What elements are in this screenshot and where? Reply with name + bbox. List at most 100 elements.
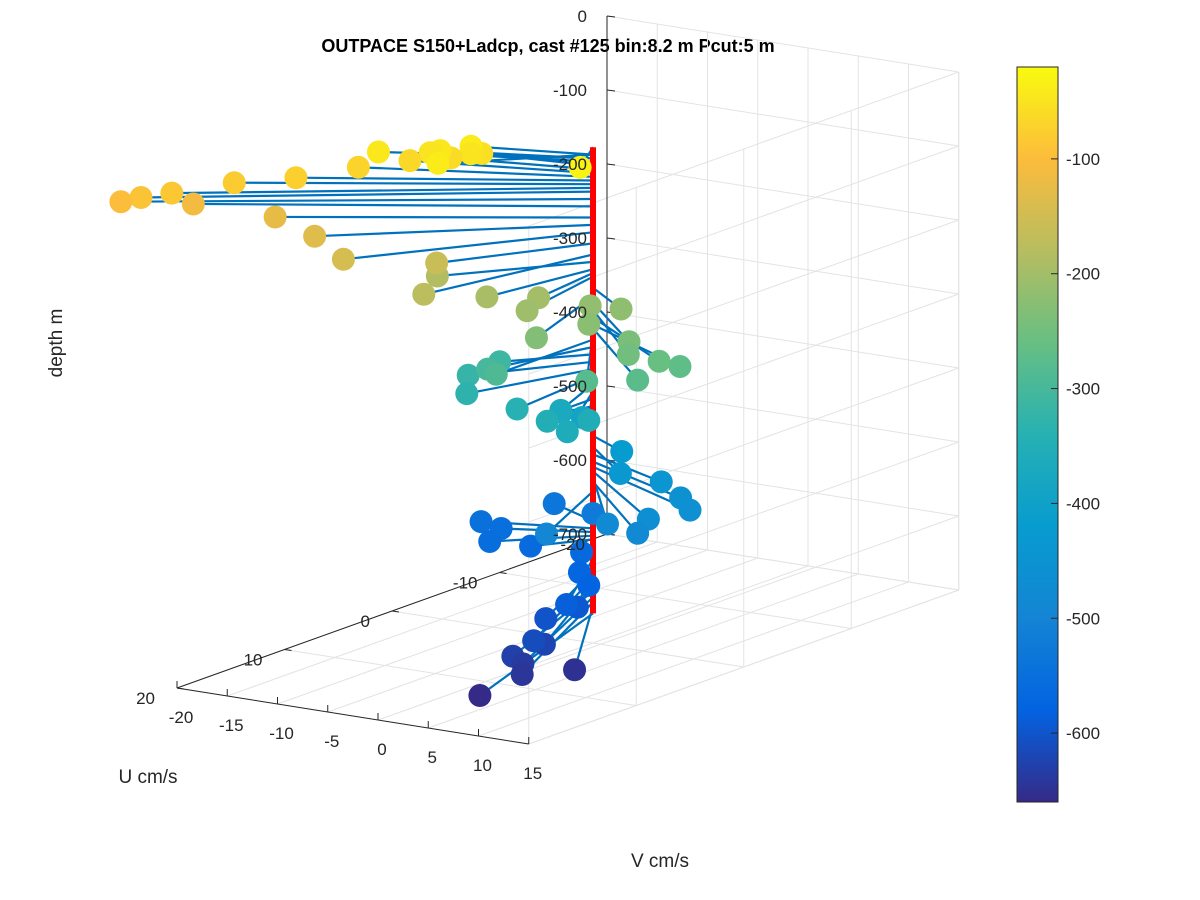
stem-line	[466, 368, 594, 395]
data-point	[570, 540, 594, 564]
data-point	[303, 224, 327, 248]
x-axis-label: U cm/s	[118, 767, 177, 788]
z-tick-label: -400	[553, 303, 587, 322]
data-point	[555, 420, 579, 444]
z-tick-mark	[606, 89, 616, 92]
data-point	[563, 658, 587, 682]
data-point	[626, 521, 650, 545]
y-tick-label: -20	[169, 708, 194, 727]
data-point	[469, 510, 493, 534]
y-tick-label: 0	[377, 740, 386, 759]
data-point	[478, 530, 502, 553]
data-point	[524, 326, 548, 350]
data-point	[425, 251, 449, 275]
data-point	[366, 140, 390, 164]
data-point	[668, 354, 692, 378]
colorbar-tick-label: -100	[1066, 150, 1100, 169]
data-point	[412, 282, 436, 306]
data-point	[608, 462, 632, 485]
data-point	[568, 155, 592, 179]
z-tick-label: -300	[553, 229, 587, 248]
data-point	[678, 498, 702, 522]
grid-line	[606, 163, 959, 221]
z-tick-label: -700	[553, 525, 587, 544]
stem-line	[592, 470, 650, 520]
data-point	[575, 369, 599, 393]
x-tick-label: -20	[560, 535, 585, 554]
grid-line	[528, 589, 959, 745]
data-point	[181, 192, 205, 216]
data-point	[468, 684, 492, 707]
stem-line	[358, 166, 594, 178]
grid-line	[606, 533, 959, 591]
data-point	[455, 382, 479, 406]
stem-line	[314, 223, 594, 238]
data-point	[519, 534, 543, 558]
stem-line	[295, 176, 594, 182]
data-point	[510, 662, 534, 686]
data-point	[577, 573, 601, 597]
y-axis-label: V cm/s	[631, 851, 689, 872]
colorbar-tick-label: -600	[1066, 724, 1100, 743]
axes-grid	[176, 15, 960, 745]
z-tick-mark	[606, 237, 616, 240]
z-tick-label: -200	[553, 155, 587, 174]
data-point	[160, 181, 184, 205]
data-point	[535, 409, 559, 433]
stem-line	[140, 190, 594, 199]
data-point	[284, 166, 308, 190]
colorbar-tick-label: -500	[1066, 609, 1100, 628]
data-point	[610, 440, 634, 463]
data-point	[649, 470, 673, 494]
y-tick-label: 10	[473, 756, 492, 775]
grid-line	[499, 572, 852, 629]
stem-line	[275, 215, 594, 219]
colorbar-tick-label: -200	[1066, 265, 1100, 284]
y-tick-label: 5	[428, 748, 437, 767]
stem-line	[343, 231, 594, 261]
x-tick-mark	[499, 572, 507, 574]
data-point	[578, 294, 602, 318]
tick-labels: 0-100-200-300-400-500-600-700-20-1001020…	[136, 7, 587, 783]
data-point	[346, 155, 370, 179]
z-tick-label: -600	[553, 451, 587, 470]
data-point	[475, 285, 499, 309]
stem-line	[423, 253, 594, 296]
data-point	[222, 171, 246, 195]
y-axis-line	[176, 687, 529, 745]
data-point	[534, 607, 558, 631]
data-point	[484, 362, 508, 386]
z-tick-mark	[606, 163, 616, 166]
grid-line	[606, 15, 959, 73]
x-tick-label: 20	[136, 689, 155, 708]
grid-line	[284, 649, 637, 706]
axes-box	[176, 15, 616, 745]
data-point	[616, 343, 640, 367]
data-point	[515, 299, 539, 323]
data-point	[505, 397, 529, 421]
z-tick-mark	[606, 15, 616, 18]
x-tick-mark	[176, 687, 185, 690]
data-point	[522, 629, 546, 653]
grid-line	[377, 565, 809, 721]
y-tick-label: -15	[219, 716, 244, 735]
chart-title: OUTPACE S150+Ladcp, cast #125 bin:8.2 m …	[321, 36, 774, 56]
y-tick-label: -5	[324, 732, 339, 751]
data-point	[109, 190, 133, 214]
x-tick-label: -10	[453, 574, 478, 593]
grid-line	[606, 385, 959, 443]
grid-line	[606, 89, 959, 147]
data-point	[426, 151, 450, 175]
stem-line	[499, 353, 594, 363]
grid-line	[606, 311, 959, 369]
grid-line	[428, 573, 859, 729]
data-point	[647, 349, 671, 373]
colorbar-tick-label: -400	[1066, 494, 1100, 513]
grid-line	[277, 549, 708, 705]
data-point	[535, 522, 558, 546]
y-tick-label: -10	[269, 724, 294, 743]
z-tick-label: -100	[553, 81, 587, 100]
data-point	[577, 312, 601, 336]
grid-line	[478, 581, 909, 737]
z-tick-label: 0	[578, 7, 587, 26]
